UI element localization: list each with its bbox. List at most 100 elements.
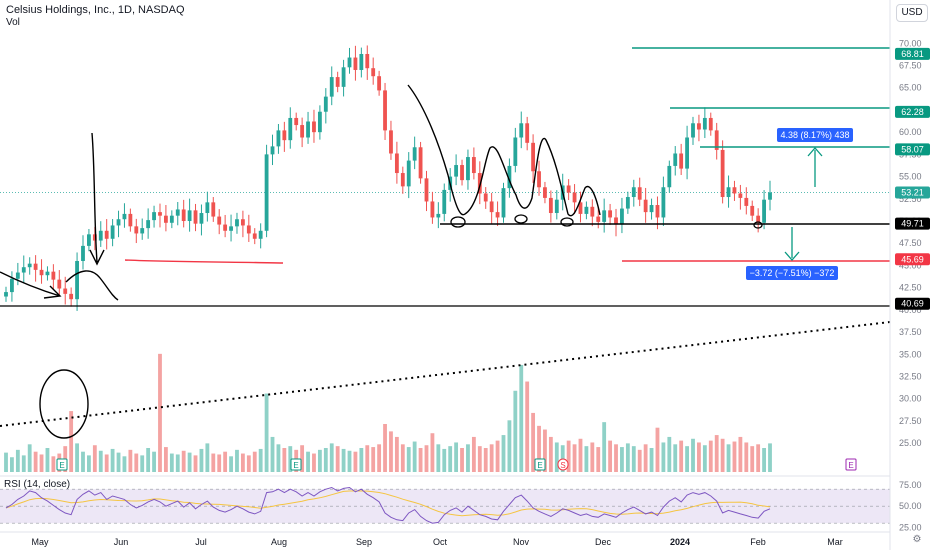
candle-body: [193, 210, 198, 224]
candle-body: [4, 292, 8, 297]
candle-body: [235, 219, 239, 227]
arrow-sketch-2: [89, 132, 105, 266]
time-tick-label: Feb: [750, 537, 766, 547]
volume-bar: [134, 453, 139, 472]
candle-body: [744, 197, 749, 206]
volume-bar: [122, 456, 127, 472]
volume-bar: [507, 420, 512, 472]
volume-bar: [643, 444, 648, 472]
volume-bar: [448, 446, 453, 472]
volume-bar: [756, 444, 761, 472]
candle-body: [158, 212, 162, 216]
volume-bar: [720, 438, 725, 472]
volume-bar: [258, 448, 263, 472]
volume-bar: [181, 450, 186, 472]
volume-bar: [436, 444, 441, 472]
rsi-line: [5, 486, 771, 524]
pivot-circle-3: [560, 217, 574, 227]
trend-line-dotted[interactable]: [0, 321, 891, 427]
candle-body: [442, 189, 447, 214]
rsi-panel: [0, 475, 890, 524]
volume-bar: [655, 427, 660, 472]
candle-body: [211, 202, 216, 217]
price-axis[interactable]: 70.0067.5065.0062.5060.0057.5055.0052.50…: [889, 0, 932, 550]
volume-bar: [223, 451, 228, 472]
candle-body: [252, 233, 257, 239]
volume-bar: [27, 444, 32, 472]
volume-bar: [98, 450, 103, 472]
candle-body: [21, 267, 26, 273]
candle-body: [282, 130, 287, 141]
volume-bar: [39, 454, 44, 472]
volume-bar: [483, 448, 488, 472]
candle-body: [317, 111, 322, 133]
candle-body: [371, 68, 376, 77]
candle-body: [655, 205, 660, 218]
candle-body: [584, 206, 589, 214]
volume-bar: [33, 451, 38, 472]
volume-bar: [697, 442, 701, 472]
candle-body: [264, 154, 269, 231]
volume-bar: [691, 438, 695, 472]
volume-bar: [554, 442, 559, 472]
volume-bar: [317, 449, 322, 472]
candle-body: [223, 224, 228, 231]
volume-bar: [276, 444, 281, 472]
candle-body: [732, 187, 737, 194]
candle-body: [673, 153, 678, 166]
candle-body: [10, 278, 14, 293]
candle-body: [377, 76, 382, 91]
volume-bar: [572, 444, 577, 472]
candle-body: [312, 121, 316, 133]
candle-body: [341, 67, 346, 87]
volume-bar: [329, 443, 334, 472]
candle-body: [92, 234, 97, 241]
candle-body: [525, 123, 530, 143]
candle-body: [697, 123, 701, 130]
volume-label: Vol: [6, 17, 20, 28]
volume-bar: [81, 451, 85, 472]
candlesticks: [4, 45, 772, 311]
candle-body: [288, 117, 293, 141]
candle-body: [45, 271, 50, 276]
candle-body: [365, 53, 370, 69]
price-tick-label: 25.00: [899, 438, 922, 448]
volume-bar: [312, 453, 316, 472]
symbol-title[interactable]: Celsius Holdings, Inc., 1D, NASDAQ: [6, 4, 185, 16]
volume-bar: [531, 412, 536, 472]
candle-body: [163, 215, 168, 223]
price-tick-label: 52.50: [899, 194, 922, 204]
price-tick-label: 35.00: [899, 349, 922, 359]
price-level-label: 45.69: [901, 254, 924, 264]
earnings-marker: [534, 458, 546, 471]
settings-icon[interactable]: ⚙: [912, 534, 922, 545]
candle-body: [631, 187, 636, 198]
volume-bar: [412, 441, 417, 472]
candle-body: [181, 209, 186, 222]
time-tick-label: Oct: [433, 537, 448, 547]
volume-bar: [519, 364, 524, 472]
candle-body: [620, 208, 624, 225]
candle-body: [175, 209, 180, 216]
currency-button[interactable]: USD: [896, 4, 928, 22]
volume-bar: [726, 444, 731, 472]
time-tick-label: 2024: [670, 537, 690, 547]
candle-body: [750, 205, 755, 216]
volume-bar: [229, 456, 233, 472]
candle-body: [643, 199, 648, 213]
volume-bar: [335, 446, 340, 472]
pivot-circle-4: [753, 221, 763, 229]
volume-bar: [702, 445, 707, 472]
time-axis[interactable]: May Jun Jul Aug Sep Oct Nov Dec 2024 Feb Mar: [0, 531, 890, 547]
earnings-marker: [845, 458, 857, 471]
volume-bar: [620, 447, 624, 472]
candle-body: [394, 153, 399, 174]
volume-circle: [39, 369, 89, 439]
candle-body: [661, 187, 666, 218]
candle-body: [39, 269, 44, 276]
pivot-circle-1: [450, 216, 466, 228]
axis-background: [890, 0, 932, 550]
volume-bar: [205, 443, 210, 472]
